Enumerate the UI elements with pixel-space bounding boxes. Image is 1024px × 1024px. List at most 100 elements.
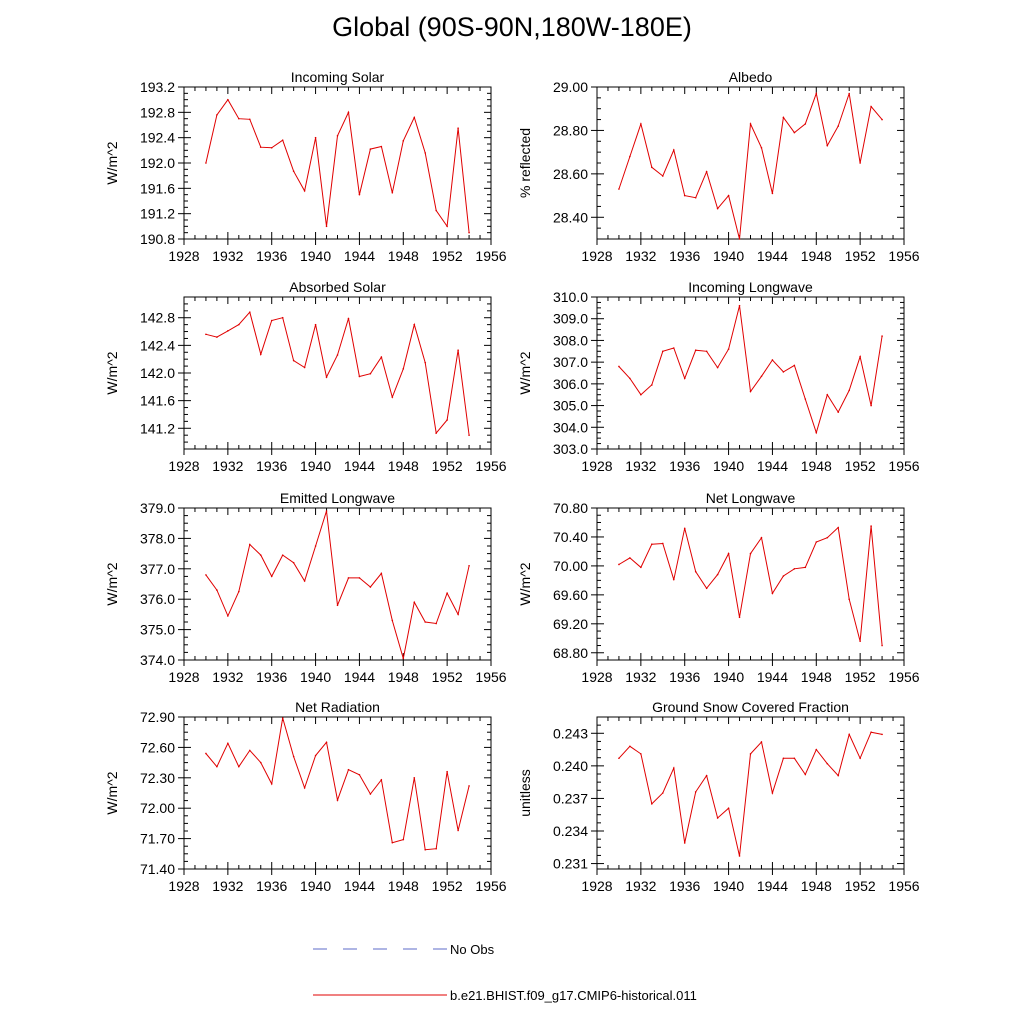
- figure-title: Global (90S-90N,180W-180E): [332, 12, 692, 42]
- data-point: [651, 166, 653, 169]
- data-point: [270, 575, 273, 578]
- data-point: [358, 577, 361, 579]
- data-point: [694, 196, 697, 199]
- data-point: [270, 783, 273, 785]
- plot-frame: [596, 507, 905, 661]
- y-tick-label: 0.237: [553, 790, 588, 806]
- data-point: [651, 543, 653, 545]
- series-line: [205, 717, 470, 851]
- y-tick-label: 29.00: [553, 79, 588, 95]
- x-tick-label: 1928: [581, 458, 612, 474]
- y-tick-label: 305.0: [553, 398, 588, 414]
- x-tick-label: 1948: [801, 669, 832, 685]
- series-line: [618, 731, 883, 857]
- x-tick-label: 1956: [888, 248, 919, 264]
- data-point: [749, 552, 752, 555]
- data-point: [281, 316, 284, 319]
- x-tick-label: 1952: [432, 878, 463, 894]
- plot-frame: [596, 296, 905, 450]
- data-point: [369, 148, 372, 150]
- data-point: [848, 389, 850, 392]
- x-tick-label: 1956: [475, 878, 506, 894]
- data-point: [259, 146, 262, 148]
- data-point: [281, 554, 284, 556]
- data-point: [314, 754, 317, 757]
- data-point: [815, 92, 818, 95]
- series-line: [618, 91, 883, 240]
- data-point: [347, 317, 350, 320]
- x-tick-label: 1952: [845, 458, 876, 474]
- data-point: [881, 118, 883, 121]
- data-point: [216, 336, 218, 338]
- data-point: [314, 136, 317, 139]
- data-point: [347, 768, 350, 771]
- data-point: [738, 304, 741, 307]
- data-point: [270, 147, 273, 149]
- legend-model-label: b.e21.BHIST.f09_g17.CMIP6-historical.011: [450, 988, 697, 1003]
- data-point: [336, 604, 339, 607]
- data-point: [205, 752, 207, 755]
- data-point: [640, 123, 642, 125]
- data-point: [424, 621, 427, 623]
- data-point: [672, 149, 675, 151]
- data-point: [705, 170, 708, 173]
- x-tick-label: 1940: [713, 458, 744, 474]
- data-point: [618, 365, 620, 368]
- x-tick-label: 1940: [300, 248, 331, 264]
- data-point: [227, 330, 229, 332]
- data-point: [446, 419, 448, 421]
- y-tick-label: 308.0: [553, 332, 588, 348]
- data-point: [358, 193, 361, 196]
- y-axis-label: W/m^2: [517, 351, 533, 394]
- data-point: [424, 152, 427, 154]
- data-point: [683, 377, 686, 380]
- data-point: [694, 349, 697, 352]
- data-point: [380, 356, 383, 358]
- plot-frame: [183, 716, 492, 870]
- data-point: [435, 432, 437, 434]
- data-point: [314, 323, 317, 326]
- y-tick-label: 304.0: [553, 419, 588, 435]
- data-point: [661, 792, 664, 794]
- y-tick-label: 0.243: [553, 725, 588, 741]
- data-point: [815, 541, 818, 543]
- data-point: [468, 564, 470, 567]
- plot-frame: [596, 716, 905, 870]
- x-tick-label: 1940: [300, 669, 331, 685]
- data-point: [749, 123, 752, 125]
- x-tick-label: 1956: [475, 248, 506, 264]
- data-point: [216, 765, 218, 768]
- x-tick-label: 1952: [432, 248, 463, 264]
- data-point: [446, 770, 448, 773]
- data-point: [815, 431, 818, 434]
- data-point: [216, 114, 218, 116]
- data-point: [457, 349, 459, 352]
- data-point: [238, 765, 240, 768]
- data-point: [325, 225, 328, 228]
- chart-panel: Incoming Longwave W/m^2 1928 1932 1936 1940 19…: [517, 279, 920, 474]
- y-axis-label: W/m^2: [104, 771, 120, 814]
- x-tick-label: 1936: [256, 248, 287, 264]
- x-tick-label: 1956: [475, 669, 506, 685]
- data-point: [413, 601, 416, 604]
- data-point: [727, 348, 730, 350]
- x-tick-label: 1948: [388, 248, 419, 264]
- data-point: [435, 622, 437, 625]
- x-tick-label: 1932: [625, 458, 656, 474]
- x-tick-label: 1928: [168, 878, 199, 894]
- data-point: [227, 615, 229, 617]
- data-point: [672, 347, 675, 349]
- data-point: [325, 376, 328, 378]
- x-tick-label: 1928: [581, 878, 612, 894]
- x-tick-label: 1944: [757, 248, 788, 264]
- data-point: [826, 144, 829, 147]
- data-point: [358, 773, 361, 776]
- data-point: [738, 238, 741, 240]
- x-tick-label: 1956: [888, 458, 919, 474]
- data-point: [870, 731, 872, 733]
- legend-obs-label: No Obs: [450, 942, 495, 957]
- data-point: [618, 563, 620, 566]
- data-point: [303, 366, 306, 369]
- data-point: [651, 384, 653, 386]
- x-tick-label: 1928: [168, 458, 199, 474]
